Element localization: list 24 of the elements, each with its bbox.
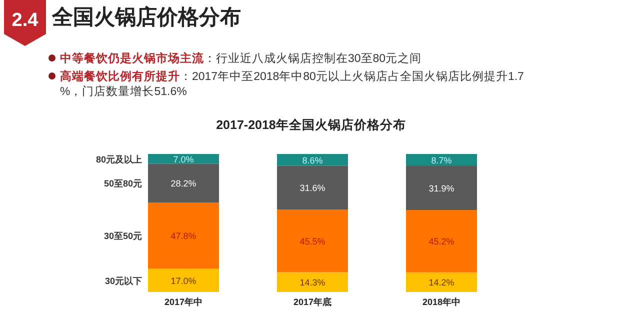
data-label: 45.5% (300, 236, 326, 246)
data-label: 47.8% (170, 231, 196, 242)
chart-title: 2017-2018年全国火锅店价格分布 (216, 117, 406, 132)
text: 全国火锅店价格分布 (51, 5, 241, 29)
data-label: 45.2% (428, 236, 454, 247)
data-label: 14.2% (428, 278, 454, 288)
series-label: 30元以下 (104, 276, 142, 286)
data-label: 7.0% (173, 154, 194, 164)
data-label: 14.3% (300, 278, 326, 288)
series-label: 80元及以上 (96, 154, 142, 164)
data-label: 31.9% (428, 184, 454, 194)
text: 高端餐饮比例有所提升：2017年中至2018年中80元以上火锅店占全国火锅店比例提升1.7%，门店数量增长51.6% (60, 69, 524, 98)
text: 中等餐饮仍是火锅市场主流：行业近八成火锅店控制在30至80元之间 (60, 51, 422, 65)
series-label: 30至50元 (104, 231, 142, 242)
x-tick-label: 2017年中 (164, 297, 203, 307)
text: 2.4 (12, 10, 39, 31)
data-label: 31.6% (300, 183, 326, 194)
data-label: 8.6% (302, 155, 323, 166)
x-tick-label: 2018年中 (422, 297, 461, 307)
x-tick-label: 2017年底 (293, 297, 332, 307)
data-label: 28.2% (170, 178, 196, 189)
data-label: 17.0% (170, 276, 196, 286)
data-label: 8.7% (431, 156, 452, 166)
series-label: 50至80元 (104, 178, 142, 189)
